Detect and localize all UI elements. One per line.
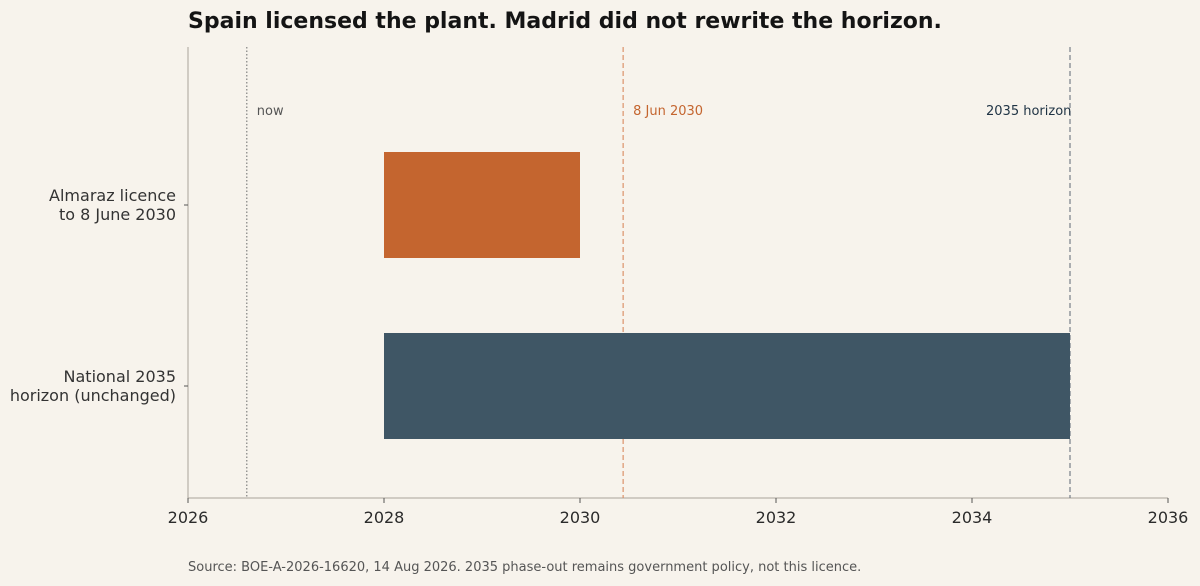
x-tick-label: 2032: [756, 508, 797, 527]
reference-line-label: 2035 horizon: [986, 104, 1071, 119]
y-category-label-line: Almaraz licence: [49, 186, 176, 205]
x-tick-label: 2036: [1148, 508, 1189, 527]
bar: [384, 152, 580, 258]
plot-area: 2026 2028 2030 2032 2034 2036 now 8 Jun 2030 203…: [10, 47, 1189, 527]
y-category-label-line: to 8 June 2030: [59, 205, 176, 224]
x-tick-label: 2026: [168, 508, 209, 527]
x-tick-label: 2028: [364, 508, 405, 527]
reference-line-label: 8 Jun 2030: [633, 104, 703, 119]
chart-title: Spain licensed the plant. Madrid did not…: [188, 9, 942, 34]
source-note: Source: BOE-A-2026-16620, 14 Aug 2026. 2…: [188, 560, 861, 575]
x-tick-label: 2030: [560, 508, 601, 527]
y-category-label-line: National 2035: [64, 367, 176, 386]
x-tick-label: 2034: [952, 508, 993, 527]
y-category-label-line: horizon (unchanged): [10, 386, 176, 405]
reference-line-label: now: [257, 104, 284, 119]
y-category-label: National 2035 horizon (unchanged): [10, 367, 176, 405]
bar: [384, 333, 1070, 439]
y-category-label: Almaraz licence to 8 June 2030: [49, 186, 176, 224]
